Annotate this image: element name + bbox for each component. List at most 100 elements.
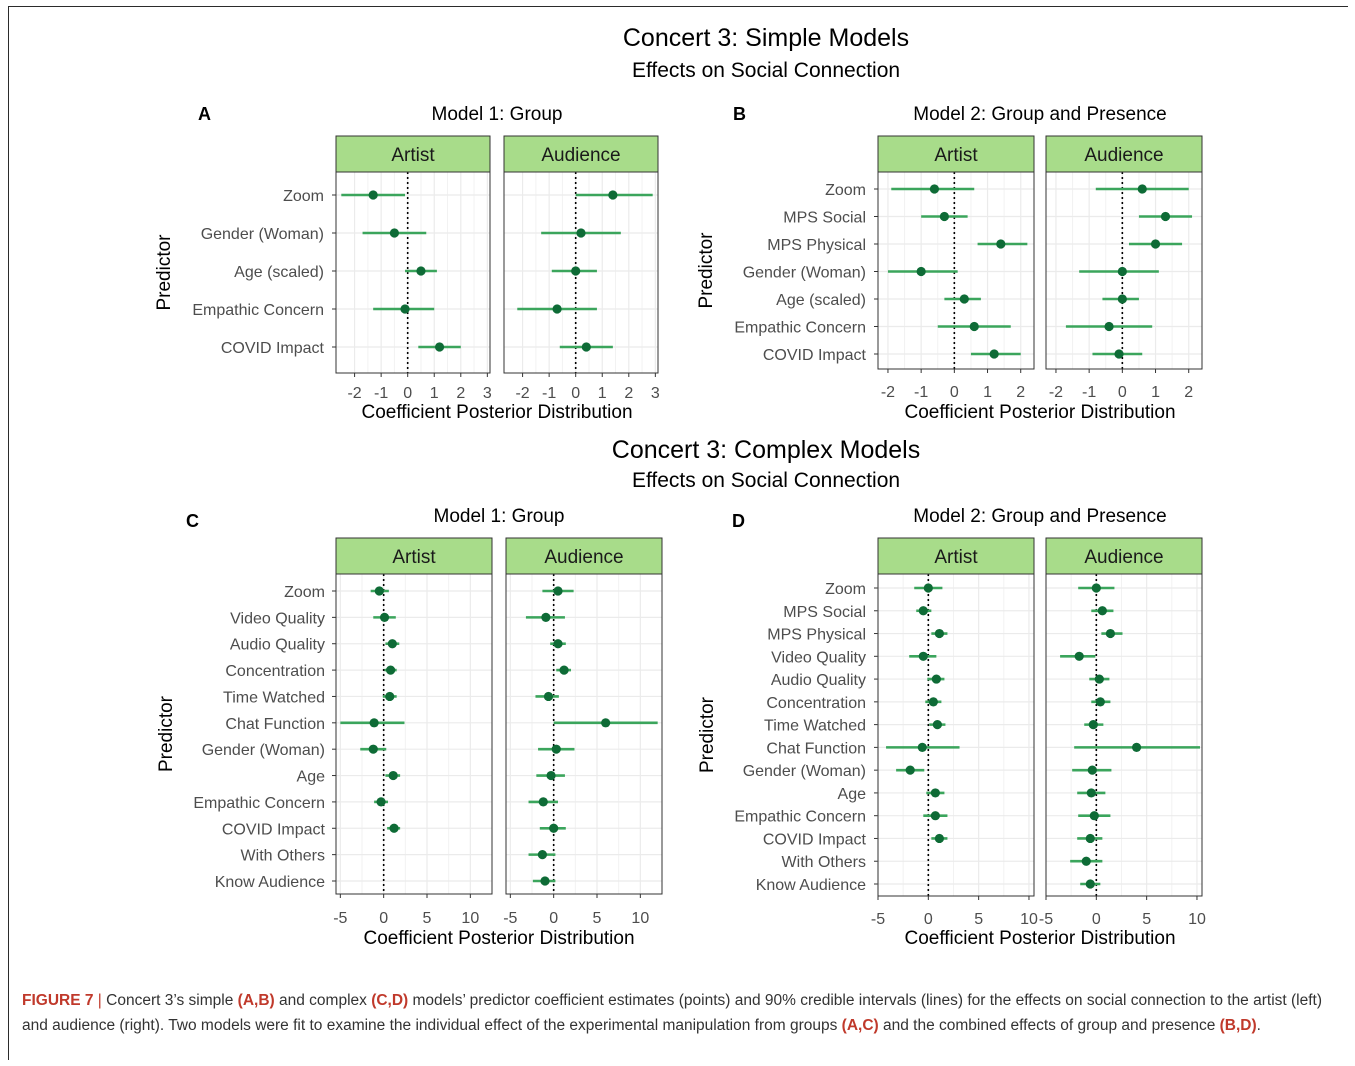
predictor-label: Zoom [283,188,324,205]
estimate-point [553,639,563,649]
x-tick-label: -2 [881,384,895,401]
estimate-point [928,697,938,707]
x-tick-label: 10 [631,910,649,927]
section-title-complex: Concert 3: Complex Models [612,436,920,464]
estimate-point [1150,239,1161,249]
panel-border [335,171,491,374]
figure-canvas: Concert 3: Simple Models Effects on Soci… [154,24,1206,949]
x-tick-label: 0 [1118,384,1127,401]
x-tick-label: -1 [542,385,556,402]
estimate-point [541,612,551,622]
section-subtitle-complex: Effects on Social Connection [632,469,900,492]
estimate-point [389,823,399,833]
figure-caption: FIGURE 7 | Concert 3’s simple (A,B) and … [22,988,1332,1038]
predictor-label: Zoom [284,584,325,601]
frame-border-left [8,6,9,1060]
caption-ref-ac: (A,C) [841,1017,879,1034]
estimate-point [918,606,928,616]
predictor-label: Empathic Concern [734,809,866,826]
panel-title: Model 2: Group and Presence [913,506,1167,527]
predictor-label: Empathic Concern [734,320,866,337]
predictor-label: Video Quality [771,649,866,666]
x-tick-label: 0 [571,385,580,402]
panel-border [877,573,1035,897]
predictor-label: Gender (Woman) [201,226,324,243]
x-tick-label: 0 [379,910,388,927]
estimate-point [1114,349,1124,359]
facet-strip-label: Artist [934,547,978,568]
panel-border [877,171,1035,370]
x-tick-label: -2 [1049,384,1063,401]
predictor-label: With Others [782,854,866,871]
facet-strip [1045,537,1203,575]
estimate-point [1089,811,1099,821]
facet-strip [505,537,663,575]
caption-ref-cd: (C,D) [371,992,409,1009]
estimate-point [923,583,933,593]
x-tick-label: 1 [1151,384,1160,401]
caption-text-2: and complex [274,992,372,1009]
x-axis-title: Coefficient Posterior Distribution [361,402,632,423]
estimate-point [386,665,396,675]
facet-strip-label: Audience [541,145,620,166]
estimate-point [576,228,586,238]
estimate-point [934,628,944,639]
estimate-point [385,691,395,702]
predictor-label: Age [297,769,326,786]
x-tick-label: 2 [1016,384,1025,401]
estimate-point [1085,879,1095,889]
estimate-point [551,744,561,754]
estimate-point [939,211,949,222]
x-axis-title: Coefficient Posterior Distribution [904,402,1175,423]
estimate-point [1097,606,1107,616]
x-axis-title: Coefficient Posterior Distribution [363,928,634,949]
estimate-point [1131,742,1142,752]
x-tick-label: 1 [430,385,439,402]
section-title-simple: Concert 3: Simple Models [623,24,909,52]
estimate-point [1086,788,1096,798]
estimate-point [540,876,550,886]
x-tick-label: -5 [1039,911,1053,928]
predictor-label: Gender (Woman) [743,763,866,780]
estimate-point [387,639,397,649]
estimate-point [601,718,611,728]
facet-strip [503,135,659,173]
x-tick-label: 0 [403,385,412,402]
panel-border [1045,171,1203,370]
x-tick-label: 0 [924,911,933,928]
x-tick-label: -1 [374,385,388,402]
facet-strip [335,135,491,173]
predictor-label: MPS Physical [767,237,866,254]
predictor-label: COVID Impact [763,831,867,848]
x-tick-label: 0 [1092,911,1101,928]
section-subtitle-simple: Effects on Social Connection [632,59,900,82]
forest-plots: A Model 1: Group Predictor Coefficient Post… [154,104,1206,949]
estimate-point [930,788,940,798]
estimate-point [374,586,384,596]
caption-text-5: . [1256,1017,1261,1034]
estimate-point [1137,184,1147,194]
estimate-point [376,797,386,807]
estimate-point [559,665,569,675]
x-tick-label: 0 [549,910,558,927]
estimate-point [546,770,556,781]
predictor-label: COVID Impact [221,340,325,357]
caption-ref-bd: (B,D) [1219,1017,1257,1034]
x-axis-title: Coefficient Posterior Distribution [904,928,1175,949]
facet-strip [877,135,1035,173]
estimate-point [1105,628,1116,639]
predictor-label: Video Quality [230,610,325,627]
estimate-point [1085,833,1095,844]
estimate-point [1104,321,1114,332]
estimate-point [400,304,410,314]
panel-title: Model 1: Group [432,104,563,125]
estimate-point [543,691,554,702]
estimate-point [388,770,398,781]
x-tick-label: -5 [871,911,885,928]
panel-background [336,172,490,373]
predictor-label: MPS Social [783,604,866,621]
x-tick-label: -5 [333,910,347,927]
predictor-label: With Others [241,848,325,865]
y-axis-title: Predictor [156,695,177,772]
